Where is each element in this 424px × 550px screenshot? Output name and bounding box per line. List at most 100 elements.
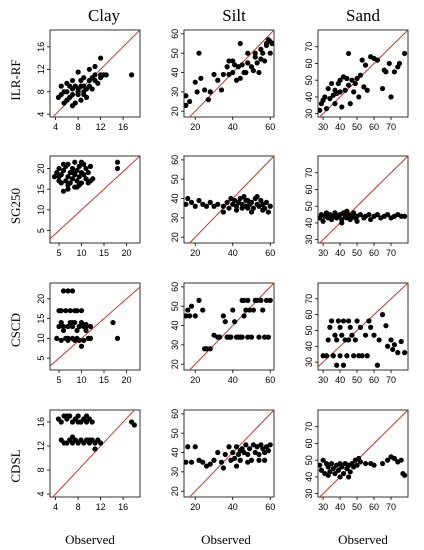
data-point [339, 464, 345, 470]
data-point [245, 60, 251, 66]
data-point [185, 195, 191, 202]
data-point [347, 101, 353, 107]
data-point [114, 165, 121, 172]
y-tick-label: 30 [170, 467, 180, 477]
data-point [254, 194, 260, 200]
data-point [205, 97, 211, 103]
data-point [81, 91, 87, 98]
data-point [200, 307, 206, 313]
row-label-ilr-rf: ILR-RF [8, 59, 23, 100]
x-tick-label: 8 [76, 122, 81, 132]
data-point [187, 98, 193, 105]
data-point [356, 353, 362, 359]
data-point [267, 442, 273, 448]
y-tick-label: 15 [36, 184, 46, 194]
data-point [232, 319, 238, 325]
data-point [243, 307, 249, 313]
y-tick-label: 16 [36, 42, 46, 52]
data-point [344, 75, 350, 82]
data-point [322, 94, 328, 100]
data-point [327, 95, 333, 102]
one-to-one-line [188, 410, 274, 497]
data-point [371, 462, 377, 468]
data-point [192, 203, 198, 209]
data-point [265, 209, 271, 215]
data-point [362, 332, 369, 338]
data-point [258, 197, 264, 204]
data-point [320, 457, 326, 463]
one-to-one-line [50, 286, 140, 367]
data-point [391, 69, 398, 75]
y-tick-label: 40 [170, 194, 180, 204]
one-to-one-line [52, 30, 140, 117]
data-point [103, 72, 109, 78]
data-point [110, 319, 116, 326]
data-point [65, 335, 71, 341]
data-point [357, 211, 364, 218]
data-point [398, 338, 404, 345]
data-point [220, 465, 226, 471]
panel-cdsl-clay: 4 8 12 16 4 8 12 16 [36, 409, 141, 512]
data-point [228, 334, 234, 340]
data-point [388, 94, 394, 100]
data-point [267, 203, 273, 209]
data-point [245, 459, 251, 465]
y-tick-label: 20 [170, 359, 180, 369]
x-tick-label: 20 [121, 248, 131, 258]
data-point [188, 459, 195, 465]
y-tick-label: 5 [36, 356, 46, 361]
data-point [335, 467, 341, 473]
data-point [226, 205, 232, 211]
y-tick-label: 30 [304, 235, 314, 245]
x-tick-label: 20 [190, 375, 200, 385]
data-point [188, 199, 195, 205]
data-point [337, 324, 343, 330]
data-point [402, 350, 408, 356]
x-tick-label: 8 [76, 502, 81, 512]
y-tick-label: 30 [304, 109, 314, 119]
x-tick-label: 40 [228, 375, 238, 385]
data-point [332, 332, 338, 338]
data-point [385, 457, 391, 463]
x-tick-label: 40 [335, 122, 345, 132]
y-tick-label: 60 [304, 310, 314, 320]
data-point [354, 318, 360, 324]
x-tick-label: 40 [335, 502, 345, 512]
data-point [63, 308, 69, 314]
data-point [114, 159, 121, 165]
x-tick-label: 50 [352, 122, 362, 132]
data-point [362, 460, 369, 467]
data-point [184, 313, 189, 319]
y-tick-label: 60 [170, 409, 180, 419]
plot-frame [49, 29, 141, 118]
data-point [58, 319, 64, 326]
data-point [69, 176, 76, 182]
data-point [75, 413, 81, 419]
x-tick-label: 15 [99, 248, 109, 258]
data-point [222, 451, 228, 458]
data-point [262, 457, 268, 463]
data-point [345, 50, 352, 57]
data-point [76, 337, 82, 343]
plot-frame [49, 155, 141, 244]
x-tick-label: 50 [352, 248, 362, 258]
data-point [218, 459, 225, 465]
data-point [78, 159, 85, 165]
data-point [65, 186, 71, 192]
x-tick-label: 60 [369, 375, 379, 385]
data-point [354, 462, 360, 468]
data-point [87, 163, 94, 169]
data-point [72, 159, 78, 165]
data-point [85, 169, 91, 176]
x-axis-title-sand: Observed [338, 532, 388, 547]
data-point [230, 69, 236, 76]
x-tick-label: 5 [56, 248, 61, 258]
data-point [320, 218, 326, 224]
data-point [248, 199, 255, 205]
x-tick-label: 40 [228, 502, 238, 512]
data-point [60, 161, 67, 167]
data-point [86, 66, 92, 72]
column-title-sand: Sand [346, 6, 381, 25]
data-point [85, 180, 91, 186]
data-point [335, 318, 341, 324]
